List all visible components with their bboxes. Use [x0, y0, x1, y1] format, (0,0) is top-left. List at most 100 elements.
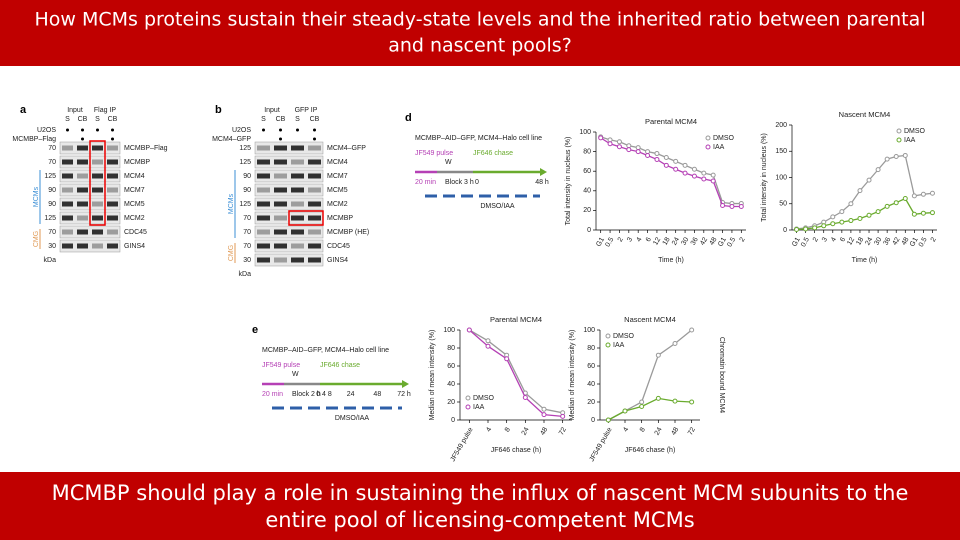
label: JF549 pulse: [415, 150, 453, 157]
point: [857, 188, 863, 194]
point: [738, 203, 744, 209]
label: Flag IP: [94, 107, 117, 114]
band: [62, 173, 73, 179]
label: MCM4–GFP: [212, 136, 251, 143]
band: [62, 201, 73, 207]
dot: [262, 137, 265, 141]
label: MCM7: [327, 173, 348, 180]
label: 72: [558, 426, 568, 436]
point: [626, 147, 632, 153]
point: [701, 176, 707, 182]
band: [92, 243, 103, 249]
label: 150: [775, 148, 787, 155]
band: [92, 173, 103, 179]
label: 125: [44, 215, 56, 222]
point: [821, 223, 827, 229]
label: 20: [583, 207, 591, 214]
band: [257, 229, 270, 235]
label: MCM2: [327, 201, 348, 208]
band: [107, 243, 118, 249]
header-band: [0, 0, 960, 66]
band: [62, 229, 73, 235]
point: [911, 193, 917, 199]
point: [884, 156, 890, 162]
label: 72: [687, 426, 697, 436]
dot: [296, 137, 299, 141]
label: 8: [639, 426, 647, 433]
label: 70: [48, 229, 56, 236]
label: CB: [276, 116, 286, 123]
label: W: [292, 371, 299, 378]
label: 125: [239, 145, 251, 152]
point: [622, 408, 628, 414]
label: 0.5: [604, 236, 615, 248]
point: [541, 412, 547, 418]
band: [308, 215, 321, 221]
point: [672, 341, 678, 346]
point: [663, 154, 669, 160]
label: MCMBP: [124, 159, 150, 166]
label: 40: [447, 381, 455, 388]
label: 42: [699, 236, 709, 246]
dot: [262, 128, 265, 132]
band: [291, 215, 304, 221]
label: MCM7: [124, 187, 145, 194]
legend-label: DMSO: [904, 128, 926, 135]
band: [291, 159, 304, 165]
point: [522, 395, 528, 400]
band: [308, 173, 321, 179]
legend-marker: [605, 342, 611, 348]
point: [893, 154, 899, 159]
point: [504, 356, 510, 362]
point: [639, 399, 645, 405]
band: [62, 215, 73, 221]
label: JF646 chase (h): [491, 447, 542, 454]
band: [107, 215, 118, 221]
blot-strip: [254, 155, 324, 169]
band: [107, 159, 118, 165]
band: [308, 159, 321, 165]
label: 20 min: [262, 391, 283, 398]
highlight-box: [89, 140, 106, 226]
label: 0.5: [800, 236, 811, 248]
band: [62, 243, 73, 249]
point: [710, 172, 716, 178]
label: a: [20, 104, 27, 116]
legend-label: DMSO: [613, 333, 635, 340]
label: 24: [671, 236, 681, 246]
point: [689, 399, 695, 405]
band: [308, 229, 321, 235]
point: [893, 200, 899, 206]
band: [274, 243, 287, 249]
label: 70: [243, 243, 251, 250]
blot-strip: [254, 239, 324, 253]
series-line: [600, 136, 742, 205]
band: [257, 257, 270, 263]
label: S: [295, 116, 300, 123]
highlight-box: [288, 210, 324, 226]
band: [92, 215, 103, 221]
label: 125: [239, 159, 251, 166]
label: GINS4: [327, 257, 348, 264]
label: Median of mean intensity (%): [569, 330, 576, 421]
label: 80: [583, 148, 591, 155]
point: [654, 151, 660, 157]
label: MCM4: [124, 173, 145, 180]
label: 0 4 8: [316, 391, 332, 398]
dot: [81, 137, 84, 141]
band: [308, 187, 321, 193]
legend-marker: [465, 395, 471, 401]
band: [274, 159, 287, 165]
band: [92, 159, 103, 165]
band: [77, 145, 88, 151]
label: 48: [539, 426, 549, 436]
band: [77, 159, 88, 165]
legend-label: IAA: [904, 137, 916, 144]
label: JF549 pulse: [450, 426, 475, 463]
point: [729, 203, 735, 209]
label: Parental MCM4: [490, 315, 542, 324]
legend-marker: [605, 333, 611, 339]
dot: [111, 128, 114, 132]
band: [107, 229, 118, 235]
